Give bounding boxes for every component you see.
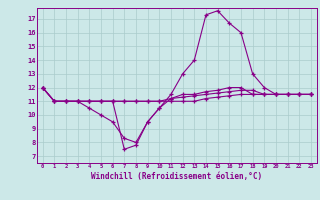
- X-axis label: Windchill (Refroidissement éolien,°C): Windchill (Refroidissement éolien,°C): [91, 172, 262, 181]
